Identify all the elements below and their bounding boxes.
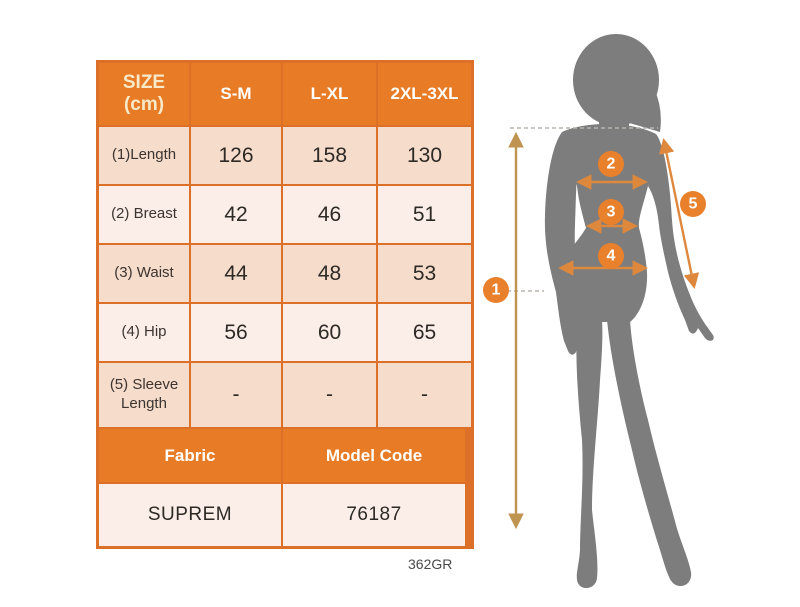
- length-sm: 126: [191, 127, 281, 184]
- row-label-breast: (2) Breast: [99, 186, 189, 243]
- row-label-hip: (4) Hip: [99, 304, 189, 361]
- length-lxl: 158: [283, 127, 376, 184]
- waist-sm: 44: [191, 245, 281, 302]
- fabric-value: SUPREM: [99, 484, 281, 546]
- column-header-lxl: L-XL: [283, 63, 376, 125]
- row-label-length: (1)Length: [99, 127, 189, 184]
- fabric-model-grid: Fabric Model Code SUPREM 76187: [99, 429, 471, 546]
- hip-sm: 56: [191, 304, 281, 361]
- waist-lxl: 48: [283, 245, 376, 302]
- marker-4-number: 4: [607, 248, 616, 265]
- breast-lxl: 46: [283, 186, 376, 243]
- breast-2xl3xl: 51: [378, 186, 471, 243]
- sleeve-sm: -: [191, 363, 281, 427]
- measure-marker-1: 1: [483, 277, 509, 303]
- marker-2-number: 2: [607, 156, 616, 173]
- waist-2xl3xl: 53: [378, 245, 471, 302]
- sleeve-measure-arrow: [658, 137, 700, 290]
- hip-2xl3xl: 65: [378, 304, 471, 361]
- size-header-line2: (cm): [123, 94, 165, 115]
- size-header-line1: SIZE: [122, 71, 166, 93]
- marker-3-number: 3: [607, 204, 616, 221]
- hip-lxl: 60: [283, 304, 376, 361]
- size-cm-header-cell: SIZE (cm): [99, 63, 189, 125]
- measure-marker-5: 5: [680, 191, 706, 217]
- measure-marker-2: 2: [598, 151, 624, 177]
- row-label-sleeve-length: (5) Sleeve Length: [99, 363, 189, 427]
- breast-sm: 42: [191, 186, 281, 243]
- product-code-footnote: 362GR: [408, 556, 453, 572]
- sleeve-lxl: -: [283, 363, 376, 427]
- model-code-header: Model Code: [283, 429, 465, 482]
- fabric-header: Fabric: [99, 429, 281, 482]
- row-label-waist: (3) Waist: [99, 245, 189, 302]
- measure-marker-4: 4: [598, 243, 624, 269]
- model-code-value: 76187: [283, 484, 465, 546]
- column-header-sm: S-M: [191, 63, 281, 125]
- sleeve-2xl3xl: -: [378, 363, 471, 427]
- size-table: SIZE (cm) S-M L-XL 2XL-3XL (1)Length 126…: [96, 60, 474, 549]
- measurement-figure: 1 2 3 4 5: [483, 34, 714, 589]
- measure-marker-3: 3: [598, 199, 624, 225]
- length-2xl3xl: 130: [378, 127, 471, 184]
- column-header-2xl3xl: 2XL-3XL: [378, 63, 471, 125]
- marker-1-number: 1: [492, 282, 501, 299]
- marker-5-number: 5: [689, 196, 698, 213]
- woman-silhouette: [544, 34, 714, 589]
- size-table-grid: SIZE (cm) S-M L-XL 2XL-3XL (1)Length 126…: [99, 63, 471, 427]
